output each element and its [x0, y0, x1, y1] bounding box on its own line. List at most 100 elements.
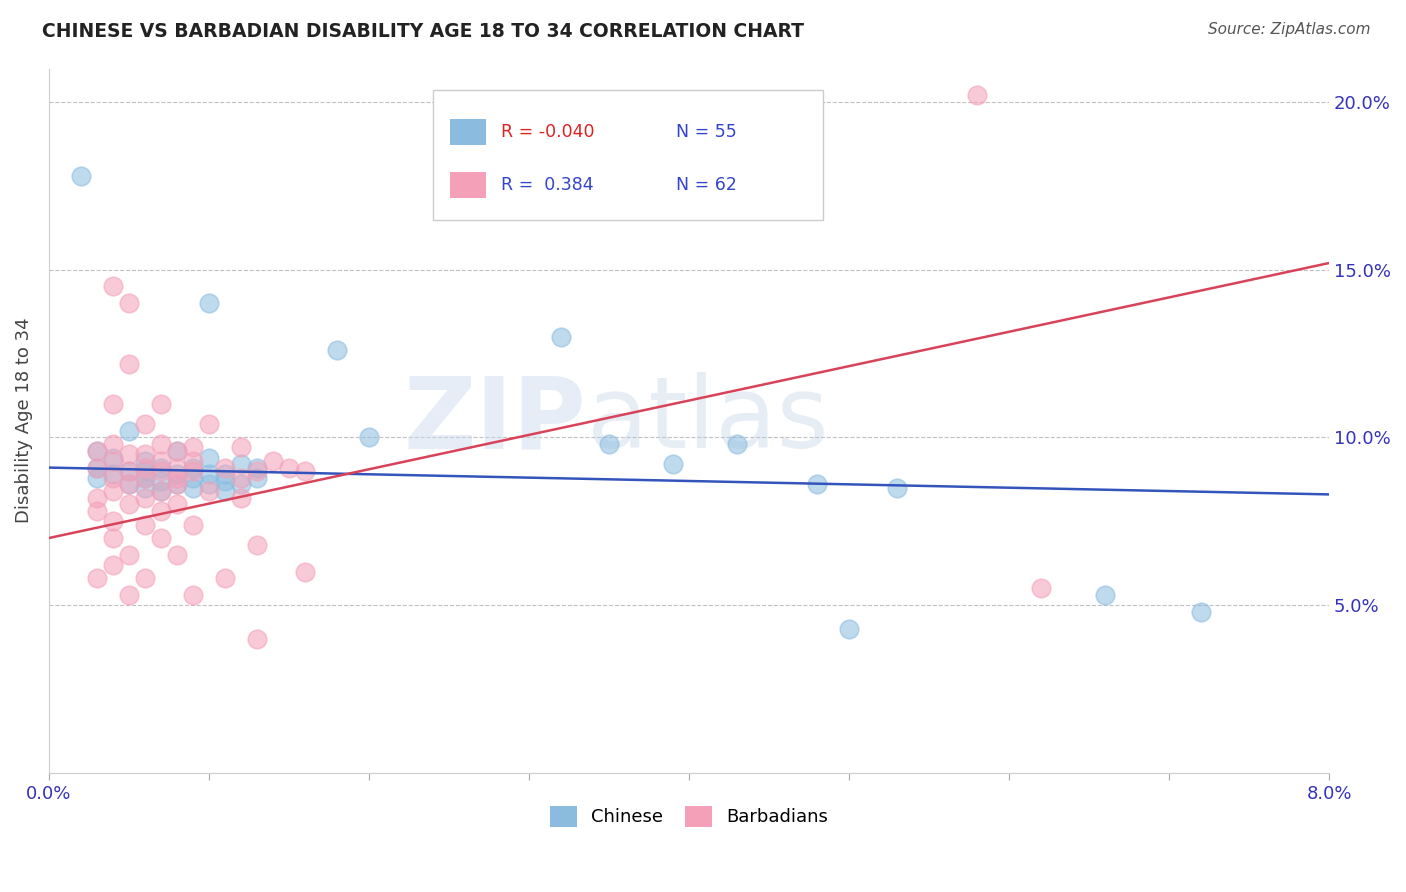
Point — [149, 484, 172, 499]
Point — [198, 467, 221, 482]
Point — [198, 417, 221, 431]
Point — [134, 470, 156, 484]
Point — [118, 296, 141, 310]
Point — [229, 491, 252, 505]
Point — [86, 443, 108, 458]
Point — [198, 477, 221, 491]
Point — [118, 588, 141, 602]
Point — [229, 470, 252, 484]
Point — [181, 588, 204, 602]
Point — [214, 474, 236, 488]
Point — [214, 571, 236, 585]
Point — [118, 548, 141, 562]
Text: N = 55: N = 55 — [676, 123, 737, 141]
Point — [181, 470, 204, 484]
Point — [166, 467, 188, 482]
Text: N = 62: N = 62 — [676, 176, 737, 194]
Point — [1189, 605, 1212, 619]
Point — [101, 450, 124, 465]
Point — [725, 437, 748, 451]
Point — [149, 484, 172, 499]
Point — [118, 464, 141, 478]
Point — [134, 517, 156, 532]
Point — [118, 424, 141, 438]
Point — [886, 481, 908, 495]
Point — [118, 464, 141, 478]
Point — [1094, 588, 1116, 602]
Point — [662, 457, 685, 471]
Point — [214, 484, 236, 499]
Point — [86, 504, 108, 518]
Point — [134, 447, 156, 461]
Point — [134, 460, 156, 475]
Point — [101, 470, 124, 484]
Point — [326, 343, 349, 358]
Point — [101, 484, 124, 499]
Point — [181, 517, 204, 532]
Point — [262, 454, 284, 468]
Point — [278, 460, 301, 475]
Point — [134, 464, 156, 478]
Point — [101, 467, 124, 482]
Point — [134, 571, 156, 585]
Point — [134, 454, 156, 468]
Point — [101, 514, 124, 528]
Point — [118, 498, 141, 512]
FancyBboxPatch shape — [450, 119, 485, 145]
Point — [550, 330, 572, 344]
Point — [134, 491, 156, 505]
Point — [149, 464, 172, 478]
Point — [598, 437, 620, 451]
Point — [86, 470, 108, 484]
Point — [149, 504, 172, 518]
Point — [198, 450, 221, 465]
Point — [101, 531, 124, 545]
Point — [357, 430, 380, 444]
Point — [181, 460, 204, 475]
Y-axis label: Disability Age 18 to 34: Disability Age 18 to 34 — [15, 318, 32, 524]
Point — [838, 622, 860, 636]
Point — [118, 357, 141, 371]
Point — [966, 88, 988, 103]
Point — [149, 437, 172, 451]
Point — [214, 467, 236, 482]
Point — [437, 176, 460, 190]
FancyBboxPatch shape — [433, 90, 824, 220]
Point — [181, 454, 204, 468]
Point — [101, 437, 124, 451]
Point — [166, 477, 188, 491]
Point — [101, 279, 124, 293]
Point — [86, 443, 108, 458]
Point — [101, 558, 124, 572]
Point — [166, 548, 188, 562]
Point — [101, 397, 124, 411]
Point — [198, 296, 221, 310]
Point — [181, 481, 204, 495]
Point — [246, 460, 269, 475]
Point — [149, 454, 172, 468]
Point — [198, 484, 221, 499]
Point — [101, 454, 124, 468]
Text: CHINESE VS BARBADIAN DISABILITY AGE 18 TO 34 CORRELATION CHART: CHINESE VS BARBADIAN DISABILITY AGE 18 T… — [42, 22, 804, 41]
Point — [166, 443, 188, 458]
Point — [229, 441, 252, 455]
Point — [806, 477, 828, 491]
Point — [134, 481, 156, 495]
Point — [86, 491, 108, 505]
Point — [166, 498, 188, 512]
Point — [149, 397, 172, 411]
Point — [181, 441, 204, 455]
Point — [149, 474, 172, 488]
Point — [86, 571, 108, 585]
Point — [294, 464, 316, 478]
Point — [246, 632, 269, 646]
Point — [166, 470, 188, 484]
Point — [214, 460, 236, 475]
Text: ZIP: ZIP — [404, 372, 586, 469]
Point — [246, 470, 269, 484]
Point — [118, 447, 141, 461]
Point — [1029, 582, 1052, 596]
Point — [118, 477, 141, 491]
Point — [246, 464, 269, 478]
Point — [166, 477, 188, 491]
